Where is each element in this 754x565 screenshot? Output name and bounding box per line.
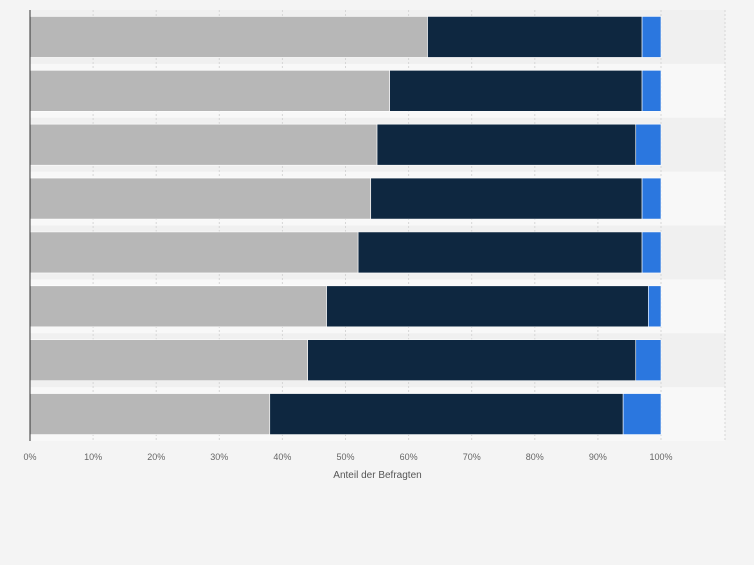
x-tick-labels: 0% 10% 20% 30% 40% 50% 60% 70% 80% 90% 100% bbox=[23, 452, 672, 462]
bar-segment-1[interactable] bbox=[29, 231, 359, 274]
x-tick-label: 50% bbox=[336, 452, 354, 462]
bar-segment-1[interactable] bbox=[29, 393, 271, 435]
bar-segment-1[interactable] bbox=[29, 70, 390, 112]
x-tick-label: 90% bbox=[589, 452, 607, 462]
bar-segment-3[interactable] bbox=[641, 70, 662, 112]
bar-segment-2[interactable] bbox=[427, 16, 643, 58]
x-tick-label: 20% bbox=[147, 452, 165, 462]
bar-segment-3[interactable] bbox=[622, 393, 662, 435]
bar-segment-3[interactable] bbox=[641, 16, 662, 58]
bar-segment-2[interactable] bbox=[357, 231, 643, 274]
x-tick-label: 30% bbox=[210, 452, 228, 462]
bar-segment-2[interactable] bbox=[326, 285, 649, 328]
bar-segment-1[interactable] bbox=[29, 16, 428, 58]
bar-segment-2[interactable] bbox=[389, 70, 643, 112]
x-tick-label: 100% bbox=[649, 452, 672, 462]
bar-segment-2[interactable] bbox=[376, 123, 637, 166]
bar-segment-3[interactable] bbox=[641, 177, 662, 220]
bar-segment-3[interactable] bbox=[635, 339, 662, 381]
bars bbox=[29, 16, 662, 435]
bar-segment-1[interactable] bbox=[29, 339, 308, 381]
bar-segment-2[interactable] bbox=[307, 339, 637, 381]
bar-segment-3[interactable] bbox=[635, 123, 662, 166]
bar-segment-1[interactable] bbox=[29, 177, 372, 220]
x-tick-label: 80% bbox=[526, 452, 544, 462]
x-tick-label: 40% bbox=[273, 452, 291, 462]
bar-segment-3[interactable] bbox=[648, 285, 662, 328]
x-tick-label: 70% bbox=[463, 452, 481, 462]
bar-segment-2[interactable] bbox=[269, 393, 624, 435]
bar-segment-1[interactable] bbox=[29, 123, 378, 166]
x-tick-label: 0% bbox=[23, 452, 36, 462]
bar-segment-2[interactable] bbox=[370, 177, 643, 220]
x-axis-label: Anteil der Befragten bbox=[333, 470, 421, 481]
bar-segment-1[interactable] bbox=[29, 285, 327, 328]
x-tick-label: 60% bbox=[400, 452, 418, 462]
x-tick-label: 10% bbox=[84, 452, 102, 462]
bar-segment-3[interactable] bbox=[641, 231, 662, 274]
